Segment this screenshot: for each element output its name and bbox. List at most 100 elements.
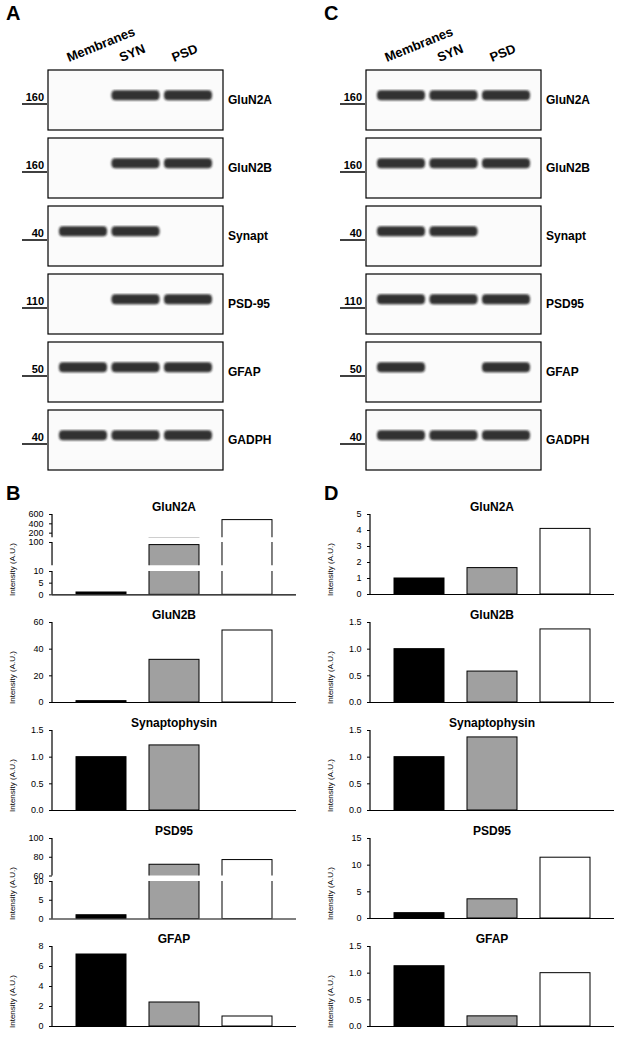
svg-text:GADPH: GADPH [228,433,271,447]
html-text:Intensity (A.U.): Intensity (A.U.) [326,867,335,920]
svg-text:2: 2 [38,1001,43,1011]
html-text:Intensity (A.U.): Intensity (A.U.) [326,543,335,596]
html-text:C: C [324,2,339,24]
svg-text:200: 200 [29,528,44,538]
svg-text:5: 5 [39,578,44,588]
svg-text:GluN2B: GluN2B [228,161,272,175]
svg-text:4: 4 [356,525,361,535]
svg-text:0: 0 [38,697,43,707]
svg-text:5: 5 [38,895,43,905]
svg-text:Synapt: Synapt [546,229,586,243]
svg-text:10: 10 [351,860,361,870]
html-text:Intensity (A.U.): Intensity (A.U.) [8,759,17,812]
svg-text:100: 100 [28,833,43,843]
svg-text:160: 160 [26,91,44,103]
svg-text:SYN: SYN [117,41,147,65]
svg-text:1: 1 [356,573,361,583]
svg-text:40: 40 [350,227,362,239]
svg-text:1.5: 1.5 [349,617,362,627]
svg-text:1.5: 1.5 [349,725,362,735]
svg-text:5: 5 [356,509,361,519]
svg-text:1.0: 1.0 [31,752,44,762]
svg-text:8: 8 [38,941,43,951]
svg-text:1.0: 1.0 [349,644,362,654]
svg-text:1.0: 1.0 [349,968,362,978]
svg-text:5: 5 [356,887,361,897]
html-text:GluN2A: GluN2A [152,500,196,514]
svg-text:Membranes: Membranes [64,23,138,65]
html-text:A: A [6,2,21,24]
svg-text:0.5: 0.5 [31,779,44,789]
svg-text:PSD95: PSD95 [546,297,584,311]
svg-text:0: 0 [39,589,44,599]
svg-text:3: 3 [356,541,361,551]
html-text:GluN2A: GluN2A [470,500,514,514]
html-text:Intensity (A.U.): Intensity (A.U.) [326,759,335,812]
svg-text:600: 600 [29,509,44,519]
svg-text:4: 4 [38,981,43,991]
svg-text:1.0: 1.0 [349,752,362,762]
html-text:PSD95: PSD95 [473,824,511,838]
svg-text:GADPH: GADPH [546,433,589,447]
svg-text:0.0: 0.0 [31,805,44,815]
html-text:Intensity (A.U.): Intensity (A.U.) [8,867,17,920]
svg-text:0: 0 [38,1021,43,1031]
svg-text:110: 110 [344,295,362,307]
svg-text:0.5: 0.5 [349,779,362,789]
html-text:Intensity (A.U.): Intensity (A.U.) [8,543,17,596]
svg-text:Membranes: Membranes [382,23,456,65]
svg-text:GluN2A: GluN2A [228,93,272,107]
svg-text:0.5: 0.5 [349,995,362,1005]
svg-text:60: 60 [33,617,43,627]
svg-text:GFAP: GFAP [228,365,261,379]
svg-text:1.5: 1.5 [349,941,362,951]
svg-text:GluN2B: GluN2B [546,161,590,175]
svg-text:GFAP: GFAP [546,365,579,379]
svg-text:40: 40 [32,227,44,239]
html-text:Intensity (A.U.): Intensity (A.U.) [8,651,17,704]
svg-text:160: 160 [344,159,362,171]
svg-text:0: 0 [38,913,43,923]
html-text:Intensity (A.U.): Intensity (A.U.) [326,651,335,704]
svg-text:40: 40 [32,431,44,443]
svg-text:PSD: PSD [488,41,518,65]
html-text:Synaptophysin: Synaptophysin [449,716,535,730]
html-text:D: D [324,482,339,504]
svg-text:50: 50 [32,363,44,375]
html-text:PSD95: PSD95 [155,824,193,838]
svg-text:400: 400 [29,519,44,529]
svg-text:0.0: 0.0 [349,805,362,815]
svg-text:160: 160 [26,159,44,171]
svg-text:SYN: SYN [435,41,465,65]
svg-text:50: 50 [350,363,362,375]
svg-text:0: 0 [356,589,361,599]
svg-text:10: 10 [33,876,43,886]
svg-text:100: 100 [29,538,44,548]
svg-text:110: 110 [26,295,44,307]
svg-text:40: 40 [350,431,362,443]
svg-text:GluN2A: GluN2A [546,93,590,107]
svg-text:160: 160 [344,91,362,103]
html-text:GluN2B: GluN2B [152,608,196,622]
html-text:GluN2B: GluN2B [470,608,514,622]
html-text:Intensity (A.U.): Intensity (A.U.) [8,975,17,1028]
svg-text:20: 20 [33,671,43,681]
svg-text:0.0: 0.0 [349,697,362,707]
svg-text:PSD: PSD [170,41,200,65]
html-text:GFAP: GFAP [157,932,191,946]
svg-text:0.0: 0.0 [349,1021,362,1031]
svg-text:80: 80 [33,852,43,862]
svg-text:6: 6 [38,961,43,971]
svg-text:Synapt: Synapt [228,229,268,243]
svg-text:15: 15 [351,833,361,843]
html-text:Synaptophysin: Synaptophysin [131,716,217,730]
svg-text:0.5: 0.5 [349,671,362,681]
svg-text:40: 40 [33,644,43,654]
html-text:B: B [6,482,21,504]
svg-text:2: 2 [356,557,361,567]
html-text:GFAP: GFAP [475,932,509,946]
svg-text:1.5: 1.5 [31,725,44,735]
svg-text:0: 0 [356,913,361,923]
svg-text:10: 10 [34,566,44,576]
svg-text:PSD-95: PSD-95 [228,297,270,311]
